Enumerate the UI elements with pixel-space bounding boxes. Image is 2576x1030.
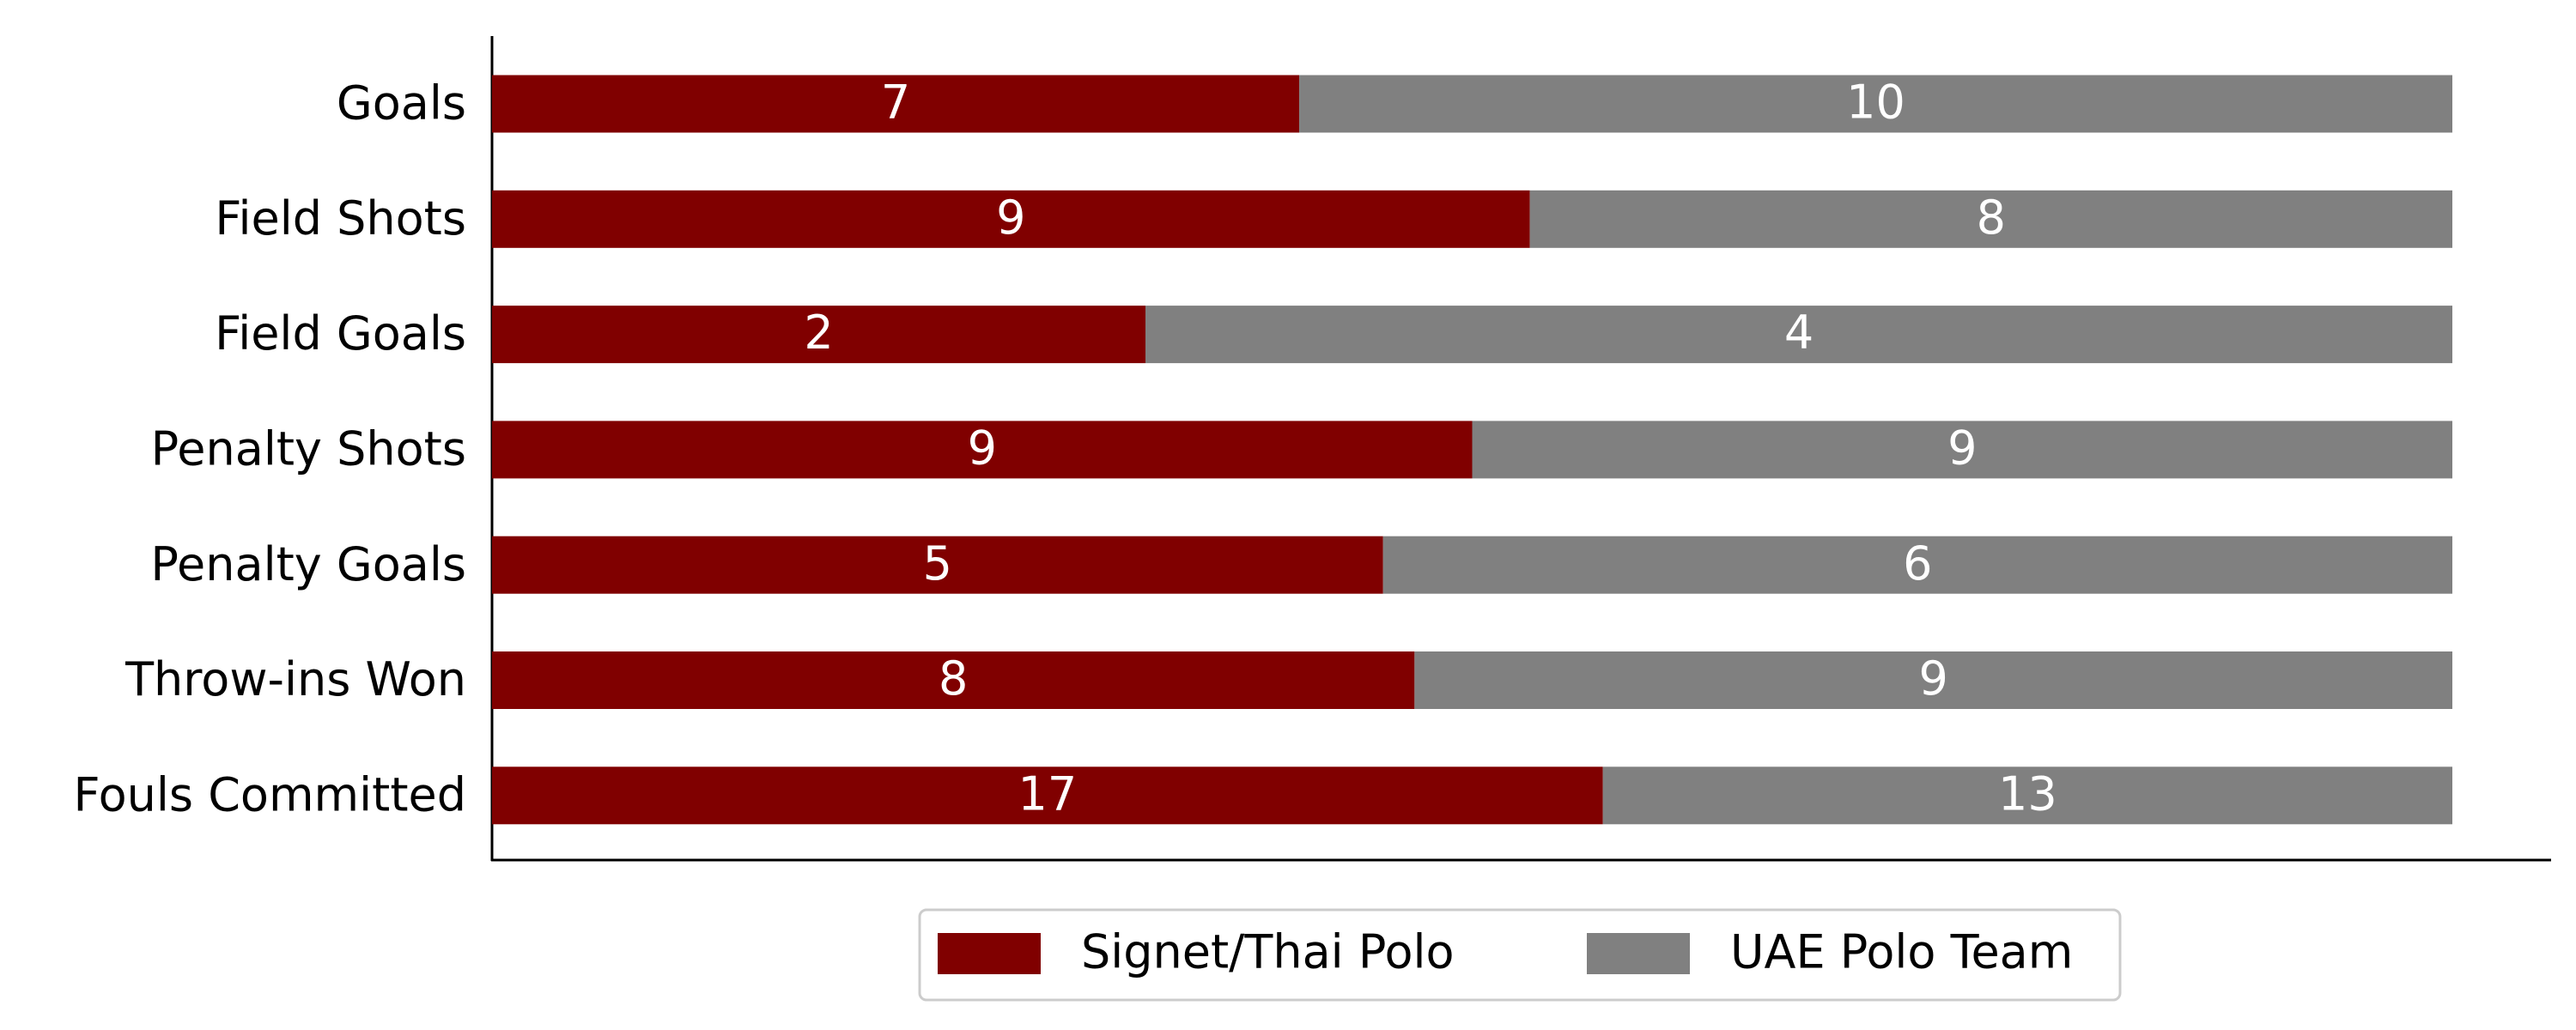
y-tick-label: Fouls Committed	[74, 767, 467, 821]
bar-segment	[492, 766, 1603, 825]
y-tick-label: Goals	[337, 76, 466, 130]
value-label: 9	[968, 421, 997, 476]
value-label: 8	[939, 651, 968, 706]
y-tick-label: Field Shots	[215, 191, 466, 245]
bar-segment	[1382, 536, 2452, 594]
bar-segment	[492, 306, 1145, 364]
value-label: 9	[1947, 421, 1977, 476]
value-label: 8	[1977, 191, 2006, 245]
value-label: 6	[1903, 536, 1932, 591]
legend-label: Signet/Thai Polo	[1081, 925, 1455, 979]
bar-segment	[492, 651, 1415, 709]
bar-segment	[492, 75, 1300, 133]
value-label: 13	[1998, 766, 2057, 821]
value-label: 17	[1018, 766, 1077, 821]
legend-swatch	[1587, 933, 1690, 974]
legend-swatch	[938, 933, 1041, 974]
value-label: 7	[881, 76, 910, 130]
bar-segment	[1472, 421, 2452, 479]
bar-segment	[1602, 766, 2452, 825]
bar-segment	[1529, 190, 2452, 248]
bar-segment	[492, 421, 1473, 479]
value-label: 5	[923, 536, 952, 591]
value-label: 2	[804, 306, 833, 360]
bar-segment	[1299, 75, 2452, 133]
value-label: 9	[1918, 651, 1947, 706]
bar-segment	[1145, 306, 2452, 364]
bar-segment	[1414, 651, 2452, 709]
legend-box	[918, 908, 2122, 1002]
y-tick-label: Penalty Shots	[151, 422, 466, 476]
bar-segment	[492, 190, 1530, 248]
y-tick-label: Field Goals	[215, 306, 466, 360]
value-label: 10	[1846, 76, 1905, 130]
value-label: 9	[996, 191, 1025, 245]
y-tick-label: Penalty Goals	[150, 537, 466, 591]
legend-label: UAE Polo Team	[1730, 925, 2073, 979]
y-tick-label: Throw-ins Won	[125, 652, 466, 706]
bar-segment	[492, 536, 1383, 594]
value-label: 4	[1784, 306, 1814, 360]
